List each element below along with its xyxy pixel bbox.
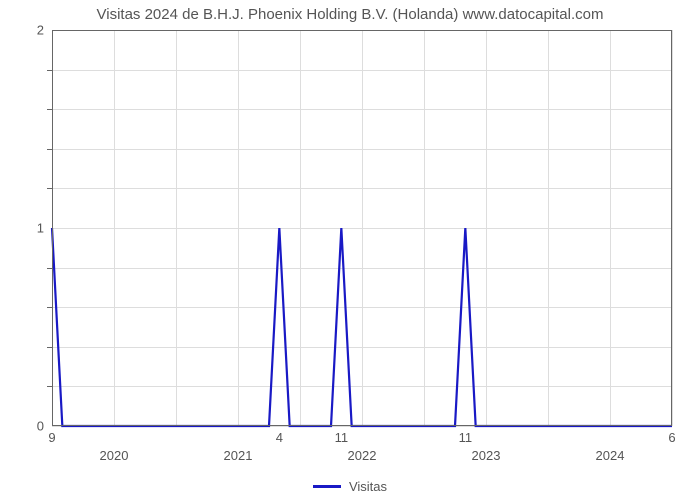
chart-title: Visitas 2024 de B.H.J. Phoenix Holding B… [0,6,700,23]
x-peak-label: 11 [335,430,349,445]
legend: Visitas [0,478,700,494]
y-tick-label: 2 [37,23,44,38]
x-peak-label: 11 [459,430,473,445]
series-line [52,228,672,426]
v-gridline [672,30,673,426]
x-peak-label: 9 [48,430,55,445]
x-year-label: 2021 [224,448,253,463]
y-tick-label: 1 [37,221,44,236]
y-minor-tick [47,307,52,308]
x-year-label: 2023 [472,448,501,463]
y-minor-tick [47,347,52,348]
y-minor-tick [47,149,52,150]
x-year-label: 2024 [596,448,625,463]
legend-label: Visitas [349,479,387,494]
x-year-label: 2022 [348,448,377,463]
y-tick-label: 0 [37,419,44,434]
x-peak-label: 4 [276,430,283,445]
x-year-label: 2020 [100,448,129,463]
y-minor-tick [47,188,52,189]
y-minor-tick [47,109,52,110]
x-peak-label: 6 [668,430,675,445]
plot-area: 012202020212022202320249411116 [52,30,672,426]
y-minor-tick [47,70,52,71]
y-minor-tick [47,386,52,387]
y-minor-tick [47,268,52,269]
line-layer [52,30,672,426]
visits-chart: Visitas 2024 de B.H.J. Phoenix Holding B… [0,0,700,500]
legend-swatch [313,485,341,488]
